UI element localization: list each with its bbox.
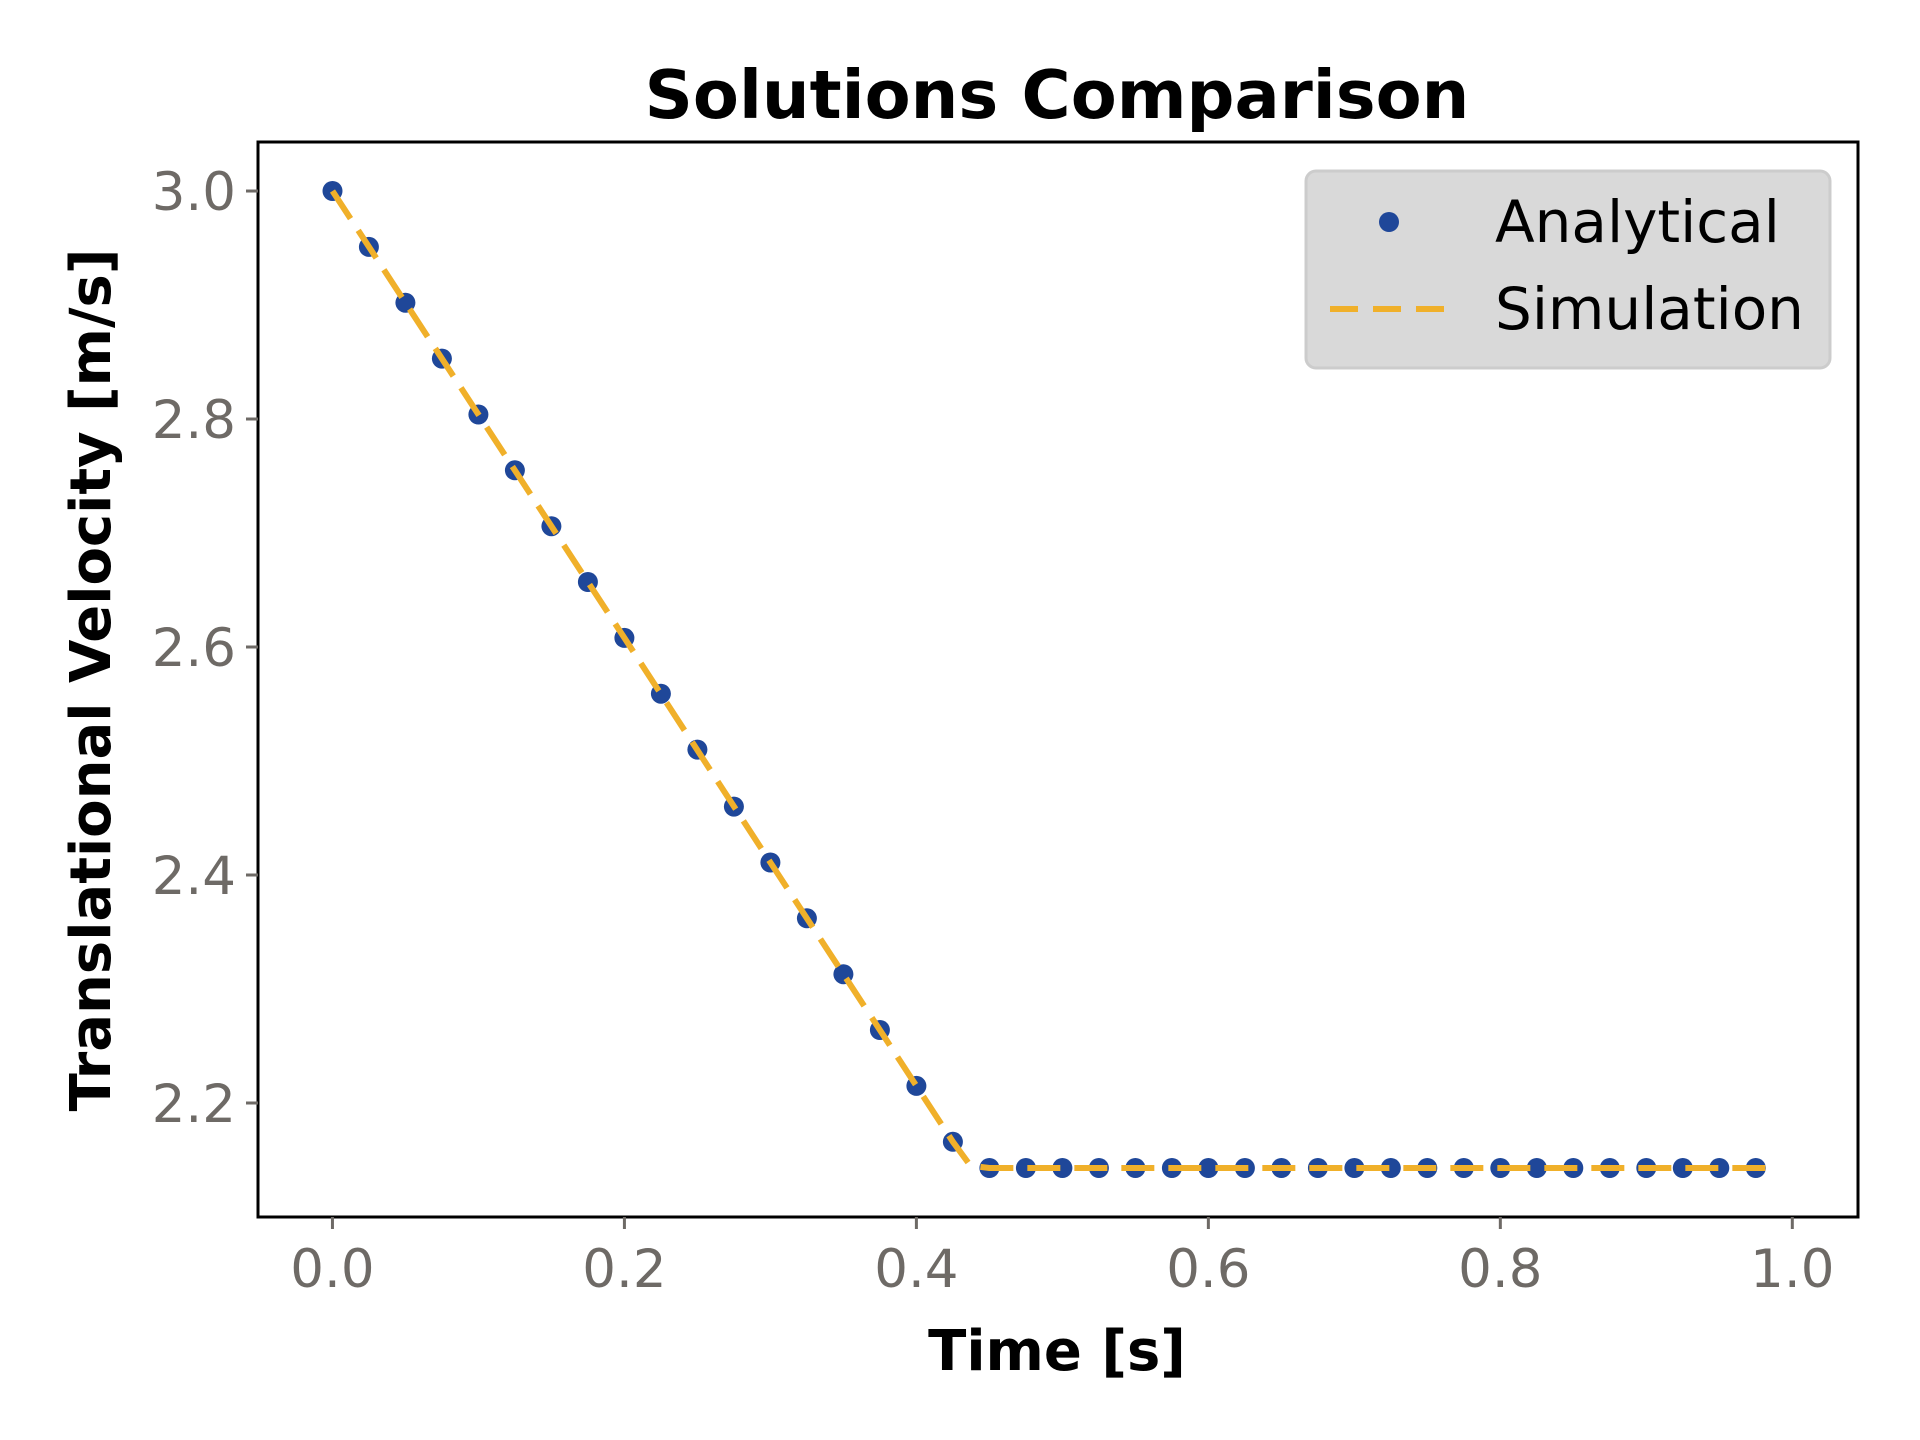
legend-label-analytical: Analytical bbox=[1495, 188, 1780, 256]
y-tick-label: 2.4 bbox=[152, 846, 236, 907]
analytical-point bbox=[1526, 1158, 1547, 1178]
x-axis-label: Time [s] bbox=[928, 1319, 1186, 1384]
analytical-point bbox=[1380, 1158, 1401, 1178]
x-axis-ticks: 0.0 0.2 0.4 0.6 0.8 1.0 bbox=[290, 1217, 1834, 1300]
y-tick-label: 3.0 bbox=[152, 162, 236, 223]
y-axis-ticks: 2.2 2.4 2.6 2.8 3.0 bbox=[152, 162, 258, 1135]
legend-label-simulation: Simulation bbox=[1495, 275, 1804, 343]
analytical-point bbox=[1015, 1158, 1036, 1178]
analytical-point bbox=[1344, 1158, 1365, 1178]
y-axis-label: Translational Velocity [m/s] bbox=[59, 249, 124, 1112]
simulation-series bbox=[329, 189, 1778, 1171]
x-tick-label: 1.0 bbox=[1750, 1239, 1834, 1300]
y-tick-label: 2.8 bbox=[152, 390, 236, 451]
x-tick-label: 0.2 bbox=[582, 1239, 666, 1300]
x-tick-label: 0.4 bbox=[874, 1239, 958, 1300]
analytical-marker-icon bbox=[1379, 212, 1399, 232]
analytical-point bbox=[1672, 1158, 1693, 1178]
legend: Analytical Simulation bbox=[1304, 169, 1832, 370]
y-tick-label: 2.6 bbox=[152, 618, 236, 679]
x-tick-label: 0.8 bbox=[1458, 1239, 1542, 1300]
analytical-point bbox=[1052, 1158, 1073, 1178]
simulation-line bbox=[329, 189, 1778, 1171]
legend-box bbox=[1304, 169, 1832, 370]
plot-frame bbox=[256, 140, 1860, 1219]
analytical-point bbox=[1198, 1158, 1219, 1178]
x-tick-label: 0.6 bbox=[1166, 1239, 1250, 1300]
x-tick-label: 0.0 bbox=[290, 1239, 374, 1300]
y-tick-label: 2.2 bbox=[152, 1074, 236, 1135]
chart-title: Solutions Comparison bbox=[645, 56, 1470, 134]
analytical-point bbox=[1709, 1158, 1730, 1178]
